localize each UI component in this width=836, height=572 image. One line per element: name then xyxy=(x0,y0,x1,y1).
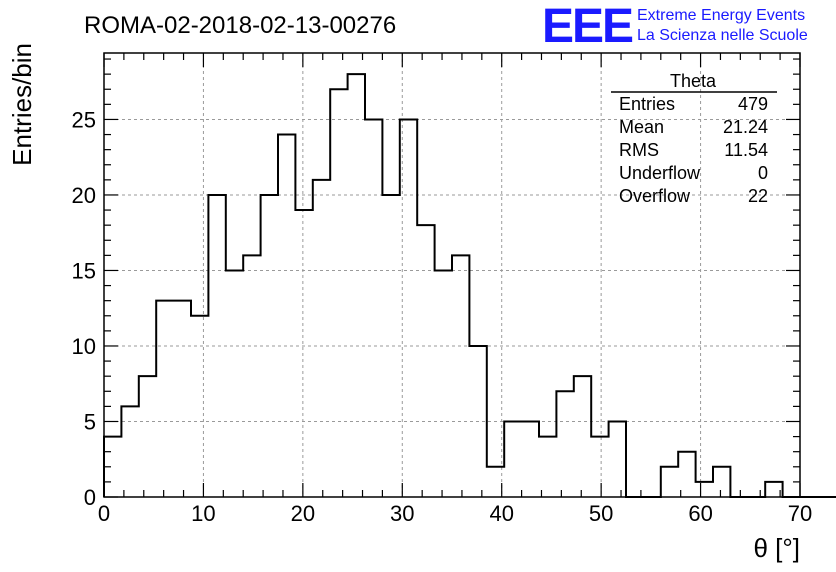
eee-logo: EEE Extreme Energy Events La Scienza nel… xyxy=(542,0,808,53)
y-tick-label: 25 xyxy=(72,107,96,132)
x-tick-label: 60 xyxy=(688,501,712,526)
x-tick-labels: 0 10 20 30 40 50 60 70 xyxy=(98,501,812,526)
logo-line-2: La Scienza nelle Scuole xyxy=(637,27,808,44)
stats-row-value: 0 xyxy=(758,163,768,183)
plot-frame xyxy=(103,52,801,498)
stats-box: Theta Entries 479 Mean 21.24 RMS 11.54 Underfl… xyxy=(611,71,777,206)
y-tick-labels: 0 5 10 15 20 25 xyxy=(72,107,96,510)
x-tick-label: 70 xyxy=(788,501,812,526)
x-tick-label: 40 xyxy=(489,501,513,526)
axis-ticks xyxy=(103,53,801,498)
y-tick-label: 0 xyxy=(84,485,96,510)
stats-row-label: RMS xyxy=(619,140,659,160)
stats-row-label: Underflow xyxy=(619,163,701,183)
stats-title: Theta xyxy=(670,71,717,91)
stats-row-value: 11.54 xyxy=(724,140,768,160)
y-tick-label: 20 xyxy=(72,183,96,208)
x-tick-label: 10 xyxy=(191,501,215,526)
x-tick-label: 30 xyxy=(390,501,414,526)
x-tick-label: 20 xyxy=(291,501,315,526)
chart-title: ROMA-02-2018-02-13-00276 xyxy=(84,12,396,39)
stats-row-label: Entries xyxy=(619,94,675,114)
stats-row-value: 479 xyxy=(738,94,768,114)
y-tick-label: 15 xyxy=(72,258,96,283)
stats-row-value: 21.24 xyxy=(723,117,768,137)
stats-row-label: Overflow xyxy=(619,186,691,206)
stats-rows: Entries 479 Mean 21.24 RMS 11.54 Underflow 0 Ove… xyxy=(619,94,768,206)
x-tick-label: 0 xyxy=(98,501,110,526)
x-tick-label: 50 xyxy=(589,501,613,526)
logo-line-1: Extreme Energy Events xyxy=(637,7,805,24)
stats-row-label: Mean xyxy=(619,117,664,137)
y-tick-label: 5 xyxy=(84,409,96,434)
histogram-outline xyxy=(103,73,836,498)
y-tick-label: 10 xyxy=(72,334,96,359)
x-axis-title: θ [°] xyxy=(753,533,800,563)
y-axis-title: Entries/bin xyxy=(7,43,37,166)
logo-letters: EEE xyxy=(542,0,633,53)
stats-row-value: 22 xyxy=(748,186,768,206)
